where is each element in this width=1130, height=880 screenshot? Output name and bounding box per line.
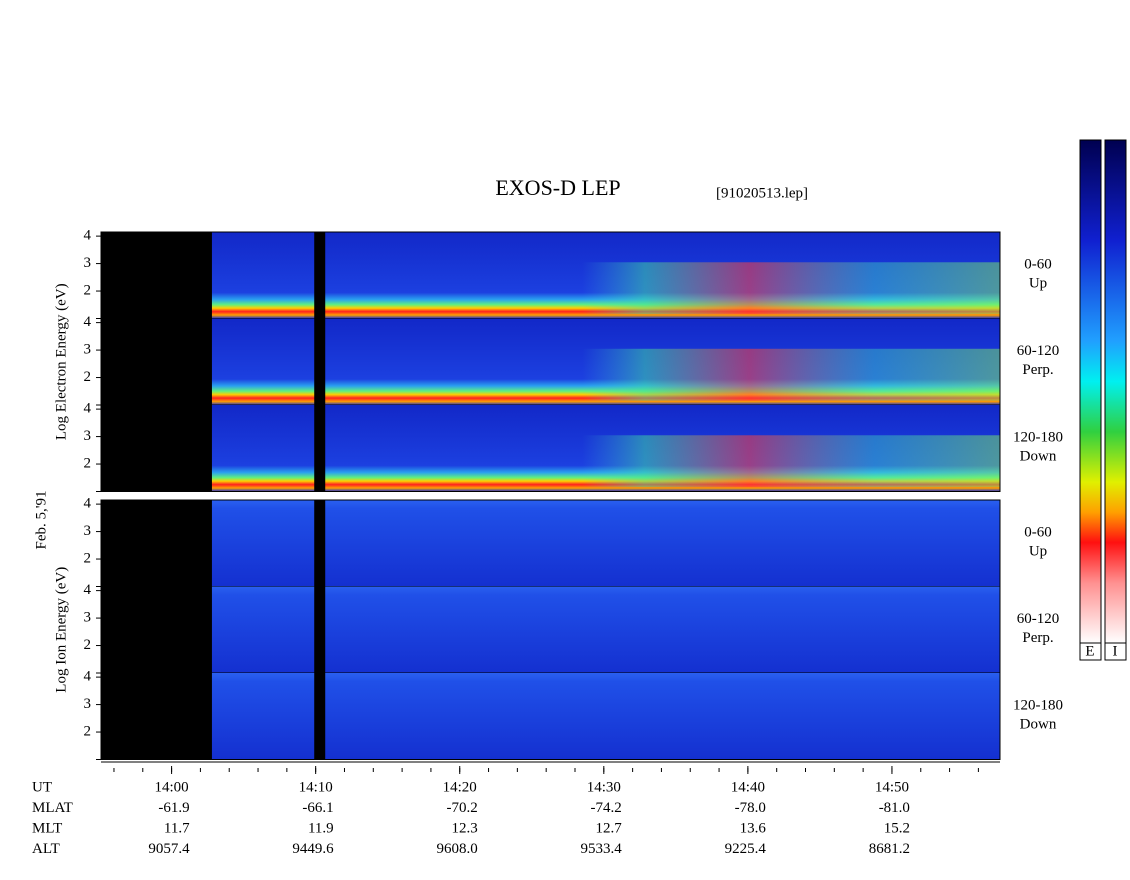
data-gap: [314, 405, 326, 492]
colorbar: [1079, 139, 1102, 644]
ephemeris-name: MLAT: [32, 800, 73, 816]
frame: [100, 231, 1001, 492]
panel-angle: 0-60: [1024, 256, 1052, 272]
colorbar: [1104, 139, 1127, 644]
ephemeris-value: -66.1: [302, 800, 333, 816]
data-gap: [101, 586, 212, 673]
ephemeris-value: -78.0: [735, 800, 766, 816]
ephemeris-value: 15.2: [884, 820, 910, 836]
frame: [100, 499, 1001, 760]
data-gap: [101, 318, 212, 405]
y-tick-label: 2: [84, 455, 92, 471]
y-tick-label: 4: [84, 496, 92, 512]
x-tick-label: 14:00: [155, 779, 189, 795]
y-tick-label: 3: [84, 342, 92, 358]
y-tick-label: 4: [84, 314, 92, 330]
panel-direction: Up: [1029, 275, 1047, 291]
ephemeris-name: ALT: [32, 841, 60, 857]
panel-direction: Perp.: [1022, 362, 1053, 378]
colorbar-box: [1079, 642, 1102, 661]
ephemeris-value: -74.2: [591, 800, 622, 816]
y-tick-label: 2: [84, 550, 92, 566]
panel-angle: 0-60: [1024, 524, 1052, 540]
data-gap: [314, 500, 326, 587]
spectrogram-panel: [101, 500, 1000, 587]
ephemeris-value: 8681.2: [869, 841, 910, 857]
y-tick-label: 2: [84, 369, 92, 385]
x-tick-label: 14:20: [443, 779, 477, 795]
y-tick-label: 2: [84, 723, 92, 739]
ephemeris-value: 9608.0: [436, 841, 477, 857]
y-tick-label: 3: [84, 610, 92, 626]
ephemeris-value: 11.9: [308, 820, 334, 836]
panel-direction: Down: [1020, 716, 1057, 732]
panel-direction: Perp.: [1022, 630, 1053, 646]
x-tick-label: 14:50: [875, 779, 909, 795]
y-tick-label: 2: [84, 637, 92, 653]
ephemeris-value: 9225.4: [725, 841, 767, 857]
data-gap: [314, 586, 326, 673]
x-tick-label: 14:10: [299, 779, 333, 795]
ephemeris-value: 9449.6: [292, 841, 334, 857]
ephemeris-value: 11.7: [164, 820, 190, 836]
x-tick-label: 14:30: [587, 779, 621, 795]
spectrogram-panel: [101, 586, 1000, 673]
y-tick-label: 4: [84, 228, 92, 244]
data-gap: [101, 405, 212, 492]
ephemeris-value: 13.6: [740, 820, 767, 836]
panel-angle: 60-120: [1017, 343, 1060, 359]
date-label: Feb. 5,'91: [33, 491, 49, 550]
spectrogram-activity: [582, 348, 1000, 401]
y-tick-label: 3: [84, 523, 92, 539]
ephemeris-value: 12.3: [451, 820, 477, 836]
ephemeris-value: -61.9: [158, 800, 189, 816]
ephemeris-value: -81.0: [879, 800, 910, 816]
y-tick-label: 3: [84, 696, 92, 712]
y-tick-label: 2: [84, 282, 92, 298]
y-tick-label: 4: [84, 669, 92, 685]
panel-angle: 60-120: [1017, 611, 1060, 627]
spectrogram-activity: [582, 262, 1000, 315]
ephemeris-name: MLT: [32, 820, 62, 836]
panel-angle: 120-180: [1013, 429, 1063, 445]
colorbar-box: [1104, 642, 1127, 661]
y-tick-label: 3: [84, 255, 92, 271]
spectrogram-panel: [101, 673, 1000, 760]
ephemeris-name: UT: [32, 779, 52, 795]
colorbar-label: I: [1113, 643, 1118, 659]
y-tick-label: 4: [84, 582, 92, 598]
file-label: [91020513.lep]: [716, 185, 808, 201]
chart-title: EXOS-D LEP: [495, 175, 620, 200]
colorbars: E I: [1079, 139, 1127, 661]
y-axis-label: Log Electron Energy (eV): [53, 283, 69, 440]
spectrogram-activity: [582, 435, 1000, 488]
x-tick-label: 14:40: [731, 779, 765, 795]
y-tick-label: 4: [84, 401, 92, 417]
data-gap: [314, 673, 326, 760]
ephemeris-value: 9533.4: [581, 841, 623, 857]
data-gap: [101, 673, 212, 760]
y-tick-label: 3: [84, 428, 92, 444]
data-gap: [314, 318, 326, 405]
panel-angle: 120-180: [1013, 697, 1063, 713]
panel-direction: Up: [1029, 543, 1047, 559]
data-gap: [101, 232, 212, 319]
y-axis-label: Log Ion Energy (eV): [53, 567, 69, 693]
colorbar-label: E: [1085, 643, 1094, 659]
data-gap: [101, 500, 212, 587]
ephemeris-value: 9057.4: [148, 841, 190, 857]
ephemeris-value: -70.2: [446, 800, 477, 816]
ephemeris-value: 12.7: [596, 820, 623, 836]
panel-direction: Down: [1020, 448, 1057, 464]
data-gap: [314, 232, 326, 319]
